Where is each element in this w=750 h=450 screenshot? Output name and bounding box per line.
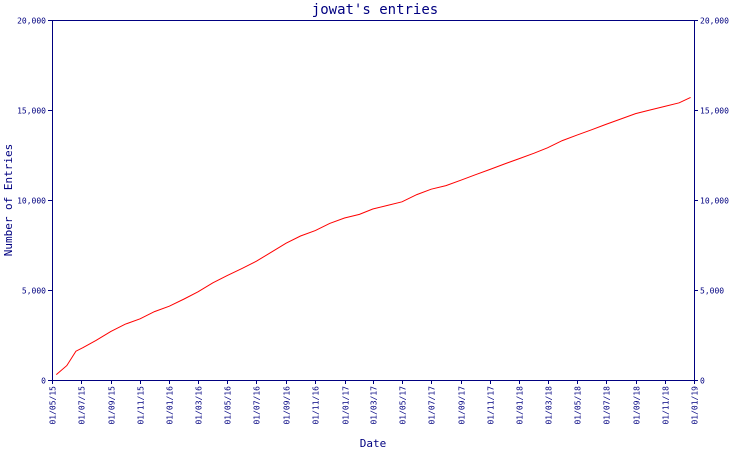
- x-tick-label: 01/05/17: [399, 386, 408, 425]
- x-tick-label: 01/11/17: [487, 386, 496, 425]
- x-tick-label: 01/11/18: [662, 386, 671, 425]
- x-tick-label: 01/07/16: [253, 386, 262, 425]
- x-tick-label: 01/01/17: [342, 386, 351, 425]
- x-tick-label: 01/01/19: [691, 386, 700, 425]
- x-tick-label: 01/11/15: [137, 386, 146, 425]
- x-tick-label: 01/01/16: [166, 386, 175, 425]
- x-tick-label: 01/07/18: [603, 386, 612, 425]
- x-tick-label: 01/05/18: [574, 386, 583, 425]
- y-axis: 0 0 5,000 5,000 10,000 10,000 15,000 15,000 20,0…: [17, 17, 729, 386]
- x-tick-label: 01/03/16: [195, 386, 204, 425]
- y-tick-label-left: 5,000: [22, 287, 46, 296]
- y-tick-label-right: 15,000: [700, 107, 729, 116]
- x-tick-label: 01/09/17: [458, 386, 467, 425]
- chart-title: jowat's entries: [312, 2, 438, 18]
- y-tick-label-right: 0: [700, 377, 705, 386]
- x-tick-label: 01/11/16: [312, 386, 321, 425]
- y-axis-label: Number of Entries: [2, 144, 15, 257]
- y-tick-label-left: 0: [41, 377, 46, 386]
- x-tick-label: 01/03/17: [370, 386, 379, 425]
- plot-frame: [52, 20, 695, 381]
- x-tick-label: 01/03/18: [545, 386, 554, 425]
- x-tick-label: 01/09/16: [283, 386, 292, 425]
- x-tick-label: 01/05/15: [49, 386, 58, 425]
- x-tick-label: 01/09/18: [633, 386, 642, 425]
- series-layer: [55, 96, 691, 375]
- x-axis-label: Date: [360, 437, 387, 450]
- y-tick-label-left: 20,000: [17, 17, 46, 26]
- x-axis: 01/05/15 01/07/15 01/09/15 01/11/15 01/01/16…: [49, 380, 700, 425]
- y-tick-label-left: 10,000: [17, 197, 46, 206]
- y-tick-label-right: 5,000: [700, 287, 724, 296]
- y-tick-label-left: 15,000: [17, 107, 46, 116]
- x-tick-label: 01/05/16: [224, 386, 233, 425]
- x-tick-label: 01/01/18: [516, 386, 525, 425]
- y-tick-label-right: 20,000: [700, 17, 729, 26]
- y-tick-label-right: 10,000: [700, 197, 729, 206]
- x-tick-label: 01/09/15: [108, 386, 117, 425]
- x-tick-label: 01/07/15: [78, 386, 87, 425]
- x-tick-label: 01/07/17: [428, 386, 437, 425]
- series-line: [55, 96, 691, 375]
